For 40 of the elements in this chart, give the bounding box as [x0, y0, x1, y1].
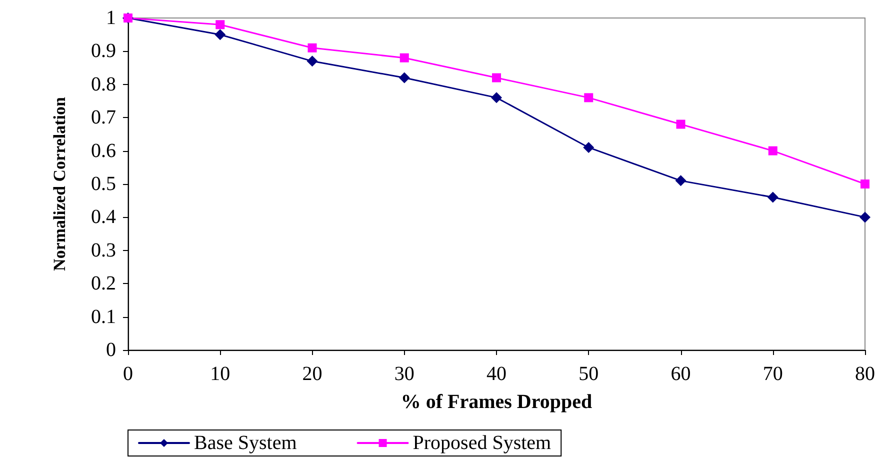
x-tick-label: 20	[302, 363, 322, 385]
point	[400, 53, 409, 62]
point	[492, 73, 501, 82]
point	[491, 92, 502, 104]
y-tick-label: 0.5	[91, 173, 116, 195]
y-tick-label: 0	[106, 339, 116, 361]
y-tick-label: 0.4	[91, 206, 116, 228]
y-tick-label: 0.8	[91, 73, 116, 96]
x-tick-label: 50	[578, 363, 599, 385]
point	[306, 56, 318, 67]
x-tick-label: 70	[762, 363, 783, 385]
legend-label: Base System	[194, 432, 298, 454]
x-tick-label: 10	[210, 363, 230, 385]
y-tick-label: 1	[106, 7, 116, 29]
x-tick-label: 80	[855, 363, 875, 385]
x-tick-label: 0	[123, 363, 133, 385]
point	[584, 93, 594, 102]
x-axis-title: % of Frames Dropped	[400, 391, 592, 413]
y-tick-label: 0.7	[91, 106, 116, 129]
point	[583, 142, 594, 153]
y-tick-label: 0.6	[91, 140, 116, 162]
point	[768, 146, 778, 156]
point	[675, 175, 686, 186]
y-tick-label: 0.2	[91, 272, 116, 295]
point	[860, 180, 870, 188]
legend-label: Proposed System	[412, 432, 552, 454]
point	[676, 120, 686, 129]
point	[216, 20, 225, 30]
y-tick-label: 0.1	[91, 306, 116, 328]
x-tick-label: 30	[394, 363, 414, 385]
point	[860, 212, 870, 223]
point	[214, 29, 226, 40]
point	[308, 43, 317, 52]
x-tick-label: 40	[486, 363, 506, 385]
point	[767, 192, 778, 203]
y-axis-title: Normalized Correlation	[50, 96, 69, 271]
point	[398, 72, 410, 84]
y-tick-label: 0.9	[91, 40, 116, 62]
x-tick-label: 60	[670, 363, 691, 385]
y-tick-label: 0.3	[91, 239, 116, 262]
